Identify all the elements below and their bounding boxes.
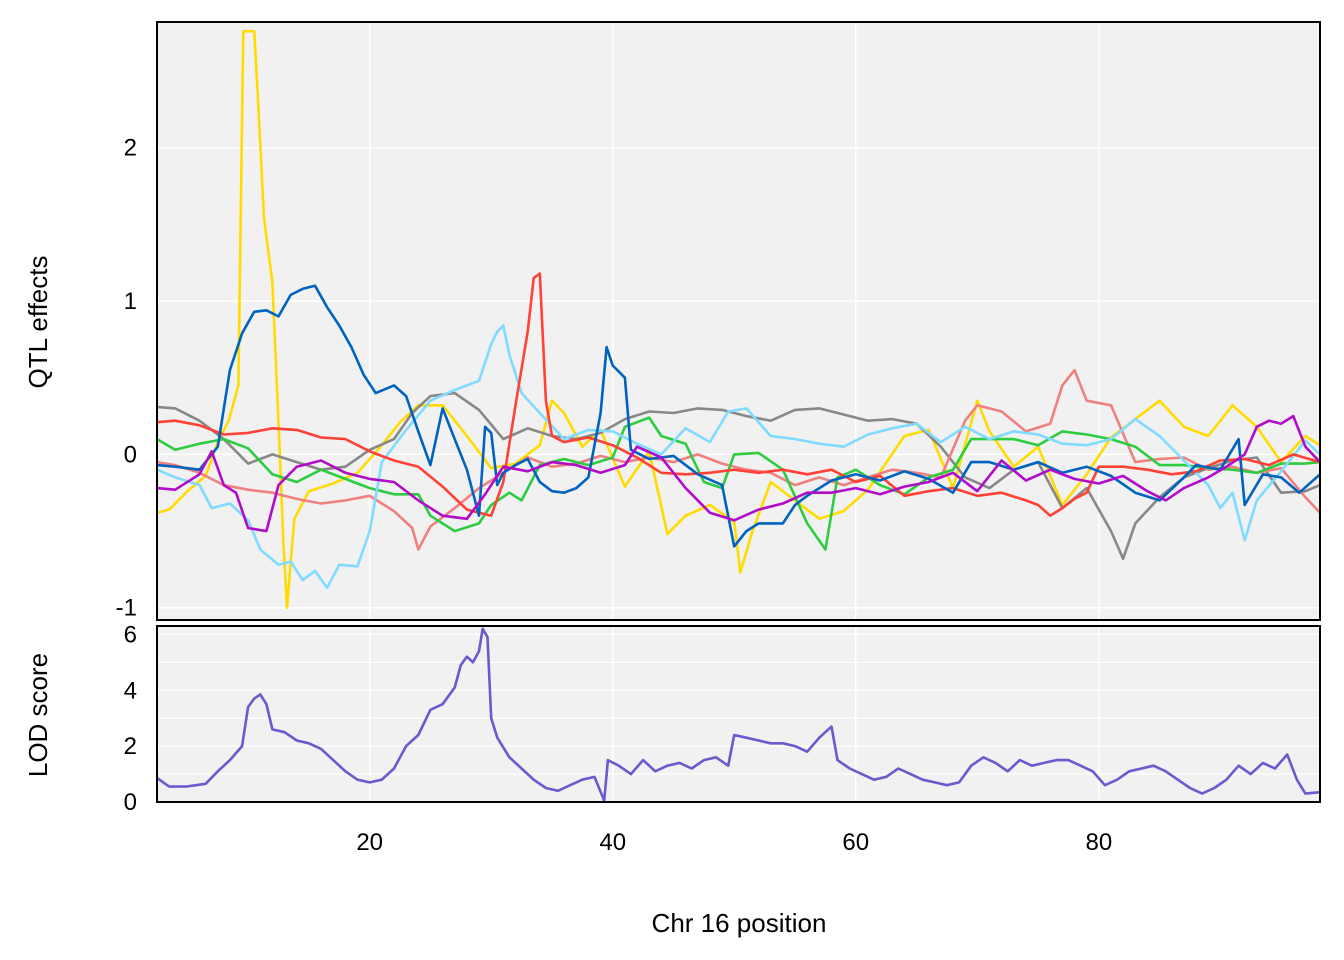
top-y-tick-label: 0 (124, 441, 137, 468)
top-panel-frame (156, 21, 1321, 621)
qtl-effect-lines (156, 29, 1321, 609)
qtl-effect-line-3 (156, 368, 1321, 551)
bottom-y-tick-label: 6 (124, 621, 137, 648)
x-tick-label: 40 (599, 829, 626, 856)
qtl-effect-line-8 (156, 414, 1321, 533)
top-y-axis-title: QTL effects (23, 256, 53, 389)
top-y-tick-label: 1 (124, 288, 137, 315)
qtl-effect-line-2 (156, 391, 1321, 560)
x-tick-labels: 20 40 60 80 (356, 829, 1112, 856)
qtl-effect-line-5 (156, 324, 1321, 590)
top-y-tick-label: 2 (124, 135, 137, 162)
bottom-y-axis-title: LOD score (23, 653, 53, 777)
lod-score-line (156, 627, 1321, 802)
bottom-panel-bg (157, 626, 1320, 802)
bottom-y-tick-labels: 0 2 4 6 (124, 621, 137, 816)
top-y-tick-labels: -1 0 1 2 (116, 135, 137, 622)
x-axis-title: Chr 16 position (652, 908, 827, 938)
bottom-y-tick-label: 4 (124, 677, 137, 704)
top-panel-bg (157, 22, 1320, 620)
top-y-tick-label: -1 (116, 595, 137, 622)
qtl-effect-line-7 (156, 284, 1321, 548)
bottom-panel-frame (156, 625, 1321, 803)
qtl-effect-line-6 (156, 272, 1321, 517)
lod-score-line-1 (156, 627, 1321, 802)
x-tick-label: 60 (842, 829, 869, 856)
bottom-y-tick-label: 0 (124, 789, 137, 816)
x-tick-label: 20 (356, 829, 383, 856)
bottom-y-tick-label: 2 (124, 733, 137, 760)
qtl-effect-line-1 (156, 29, 1321, 609)
x-tick-label: 80 (1085, 829, 1112, 856)
